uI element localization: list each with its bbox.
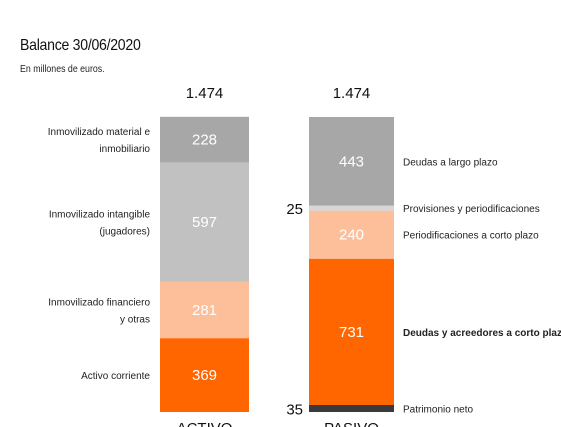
- total-label-activo: 1.474: [186, 85, 224, 102]
- value-label-activo-inmovilizado-material-e-inmobiliario: 228: [192, 132, 217, 149]
- value-label-pasivo-deudas-a-largo-plazo: 443: [339, 153, 364, 170]
- value-label-activo-activo-corriente: 369: [192, 367, 217, 384]
- segment-label-activo-inmovilizado-intangible-jugadores-line2: (jugadores): [99, 227, 150, 238]
- segment-label-pasivo-deudas-a-largo-plazo: Deudas a largo plazo: [403, 157, 498, 168]
- segment-label-pasivo-deudas-y-acreedores-a-corto-plazo: Deudas y acreedores a corto plazo: [403, 328, 561, 339]
- bar-activo-activo-corriente: [160, 338, 249, 412]
- segment-label-pasivo-periodificaciones-a-corto-plazo: Periodificaciones a corto plazo: [403, 231, 539, 242]
- category-label-activo: ACTIVO: [177, 420, 233, 427]
- value-label-pasivo-periodificaciones-a-corto-plazo: 240: [339, 227, 364, 244]
- bar-activo-inmovilizado-intangible-jugadores: [160, 162, 249, 282]
- chart-subtitle: En millones de euros.: [20, 64, 105, 75]
- segment-label-activo-inmovilizado-financiero-y-otras-line1: Inmovilizado financiero: [48, 298, 150, 309]
- value-label-activo-inmovilizado-financiero-y-otras: 281: [192, 302, 217, 319]
- category-label-pasivo: PASIVO: [324, 420, 379, 427]
- value-label-activo-inmovilizado-intangible-jugadores: 597: [192, 214, 217, 231]
- segment-label-pasivo-patrimonio-neto: Patrimonio neto: [403, 405, 473, 416]
- segment-label-activo-inmovilizado-material-e-inmobiliario-line1: Inmovilizado material e: [48, 127, 151, 138]
- segment-label-activo-inmovilizado-financiero-y-otras-line2: y otras: [120, 315, 150, 326]
- bar-activo-inmovilizado-financiero-y-otras: [160, 281, 249, 339]
- segment-label-activo-activo-corriente: Activo corriente: [81, 371, 150, 382]
- segment-label-activo-inmovilizado-material-e-inmobiliario-line2: inmobiliario: [99, 144, 150, 155]
- bar-pasivo-provisiones-y-periodificaciones: [309, 205, 394, 211]
- bar-pasivo-deudas-a-largo-plazo: [309, 117, 394, 206]
- bar-activo-inmovilizado-material-e-inmobiliario: [160, 116, 249, 163]
- bar-pasivo-periodificaciones-a-corto-plazo: [309, 210, 394, 259]
- value-label-pasivo-provisiones-y-periodificaciones: 25: [286, 201, 303, 218]
- bar-pasivo-patrimonio-neto: [309, 405, 394, 412]
- bar-pasivo-deudas-y-acreedores-a-corto-plazo: [309, 258, 394, 405]
- value-label-pasivo-deudas-y-acreedores-a-corto-plazo: 731: [339, 324, 364, 341]
- segment-label-pasivo-provisiones-y-periodificaciones: Provisiones y periodificaciones: [403, 204, 540, 215]
- value-label-pasivo-patrimonio-neto: 35: [286, 402, 303, 419]
- chart-title: Balance 30/06/2020: [20, 37, 141, 54]
- total-label-pasivo: 1.474: [333, 85, 371, 102]
- segment-label-activo-inmovilizado-intangible-jugadores-line1: Inmovilizado intangible: [49, 210, 151, 221]
